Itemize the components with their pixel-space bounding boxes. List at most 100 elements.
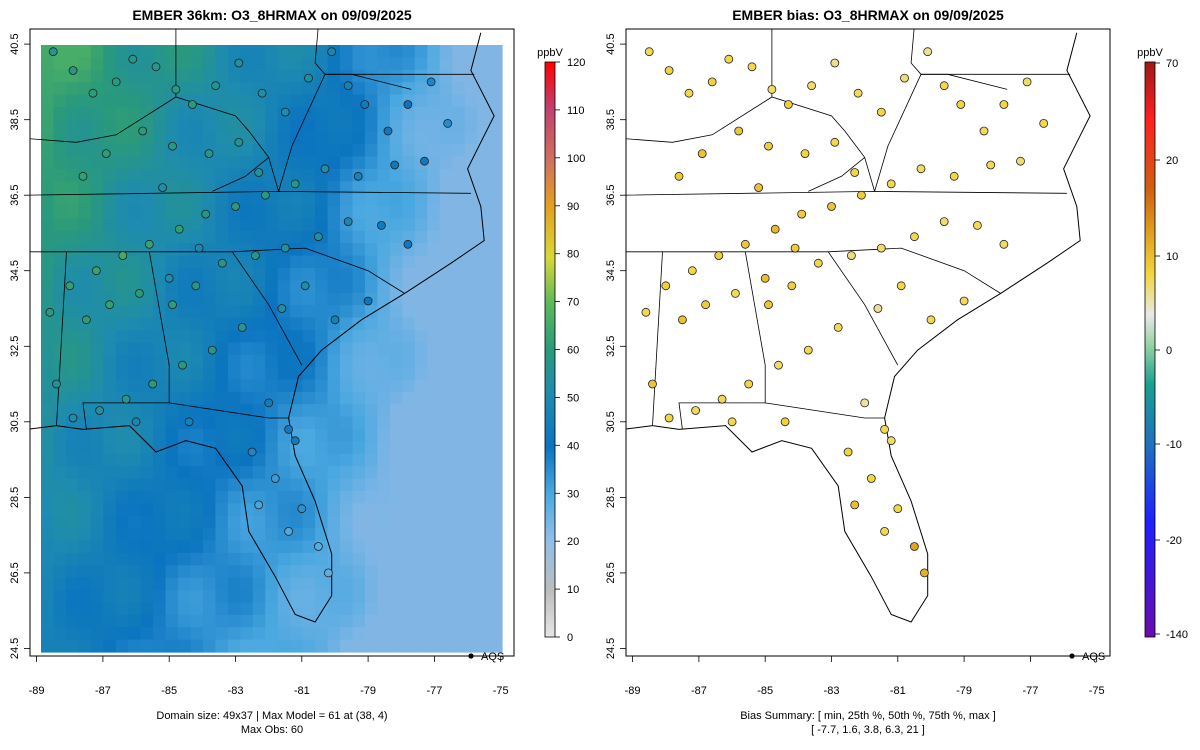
grid-cell [78,540,92,554]
grid-cell [427,131,441,145]
grid-cell [78,218,92,232]
bias-marker [744,379,754,389]
grid-cell [265,503,279,517]
grid-cell [477,206,491,220]
grid-cell [103,94,117,108]
grid-cell [153,206,167,220]
grid-cell [352,329,366,343]
grid-cell [302,391,316,405]
grid-cell [414,552,428,566]
grid-cell [302,379,316,393]
grid-cell [202,168,217,182]
grid-cell [190,416,204,430]
grid-cell [340,193,354,207]
grid-cell [65,106,79,120]
grid-cell [352,292,366,306]
grid-cell [265,379,279,393]
grid-cell [327,218,341,232]
grid-cell [128,429,142,443]
grid-cell [340,156,354,170]
grid-cell [165,280,179,294]
bias-marker [770,224,780,234]
grid-cell [315,292,329,306]
grid-cell [452,267,466,281]
grid-cell [65,206,79,220]
grid-cell [439,267,453,281]
grid-cell [364,490,379,504]
grid-cell [65,429,79,443]
grid-cell [427,317,441,331]
grid-cell [290,565,304,579]
grid-cell [327,515,341,529]
grid-cell [227,317,241,331]
grid-cell [178,106,192,120]
x-tick-label: -87 [95,685,111,697]
grid-cell [464,342,478,356]
site-marker [247,447,257,457]
grid-cell [140,627,154,641]
grid-cell [302,441,316,455]
state-border [827,251,899,366]
grid-cell [190,82,204,96]
grid-cell [402,367,416,381]
grid-cell [90,69,104,83]
grid-cell [65,614,79,628]
site-marker [174,224,184,234]
grid-cell [364,168,379,182]
grid-cell [377,280,391,294]
grid-cell [464,540,478,554]
grid-cell [115,404,129,418]
grid-cell [439,614,453,628]
site-marker [118,251,128,261]
site-marker [383,126,393,136]
grid-cell [103,206,117,220]
y-tick-label: 28.5 [9,487,21,508]
grid-cell [78,156,92,170]
grid-cell [140,82,154,96]
grid-cell [427,614,441,628]
site-marker [178,360,187,370]
grid-cell [352,552,366,566]
grid-cell [227,577,241,591]
grid-cell [202,515,217,529]
grid-cell [315,329,329,343]
grid-cell [427,577,441,591]
bias-marker [724,54,734,64]
state-border [626,247,1001,294]
grid-cell [41,82,55,96]
grid-cell [215,391,229,405]
right-bias-field [626,29,1091,623]
grid-cell [290,267,304,281]
grid-cell [302,453,316,467]
grid-cell [340,131,354,145]
grid-cell [240,94,254,108]
grid-cell [240,490,254,504]
bias-marker [774,360,783,370]
grid-cell [352,639,366,653]
grid-cell [202,627,217,641]
grid-cell [115,590,129,604]
grid-cell [240,69,254,83]
grid-cell [128,82,142,96]
site-marker [164,273,174,283]
grid-cell [414,466,428,480]
grid-cell [340,602,354,616]
grid-cell [389,181,403,195]
grid-cell [414,602,428,616]
grid-cell [377,144,391,158]
bias-marker [641,307,651,317]
state-border [231,251,303,366]
grid-cell [140,577,154,591]
grid-cell [377,82,391,96]
grid-cell [265,255,279,269]
grid-cell [202,614,217,628]
grid-cell [65,453,79,467]
grid-cell [252,639,266,653]
grid-cell [315,441,329,455]
grid-cell [477,69,491,83]
grid-cell [128,317,142,331]
grid-cell [53,429,67,443]
grid-cell [439,577,453,591]
grid-cell [202,280,217,294]
